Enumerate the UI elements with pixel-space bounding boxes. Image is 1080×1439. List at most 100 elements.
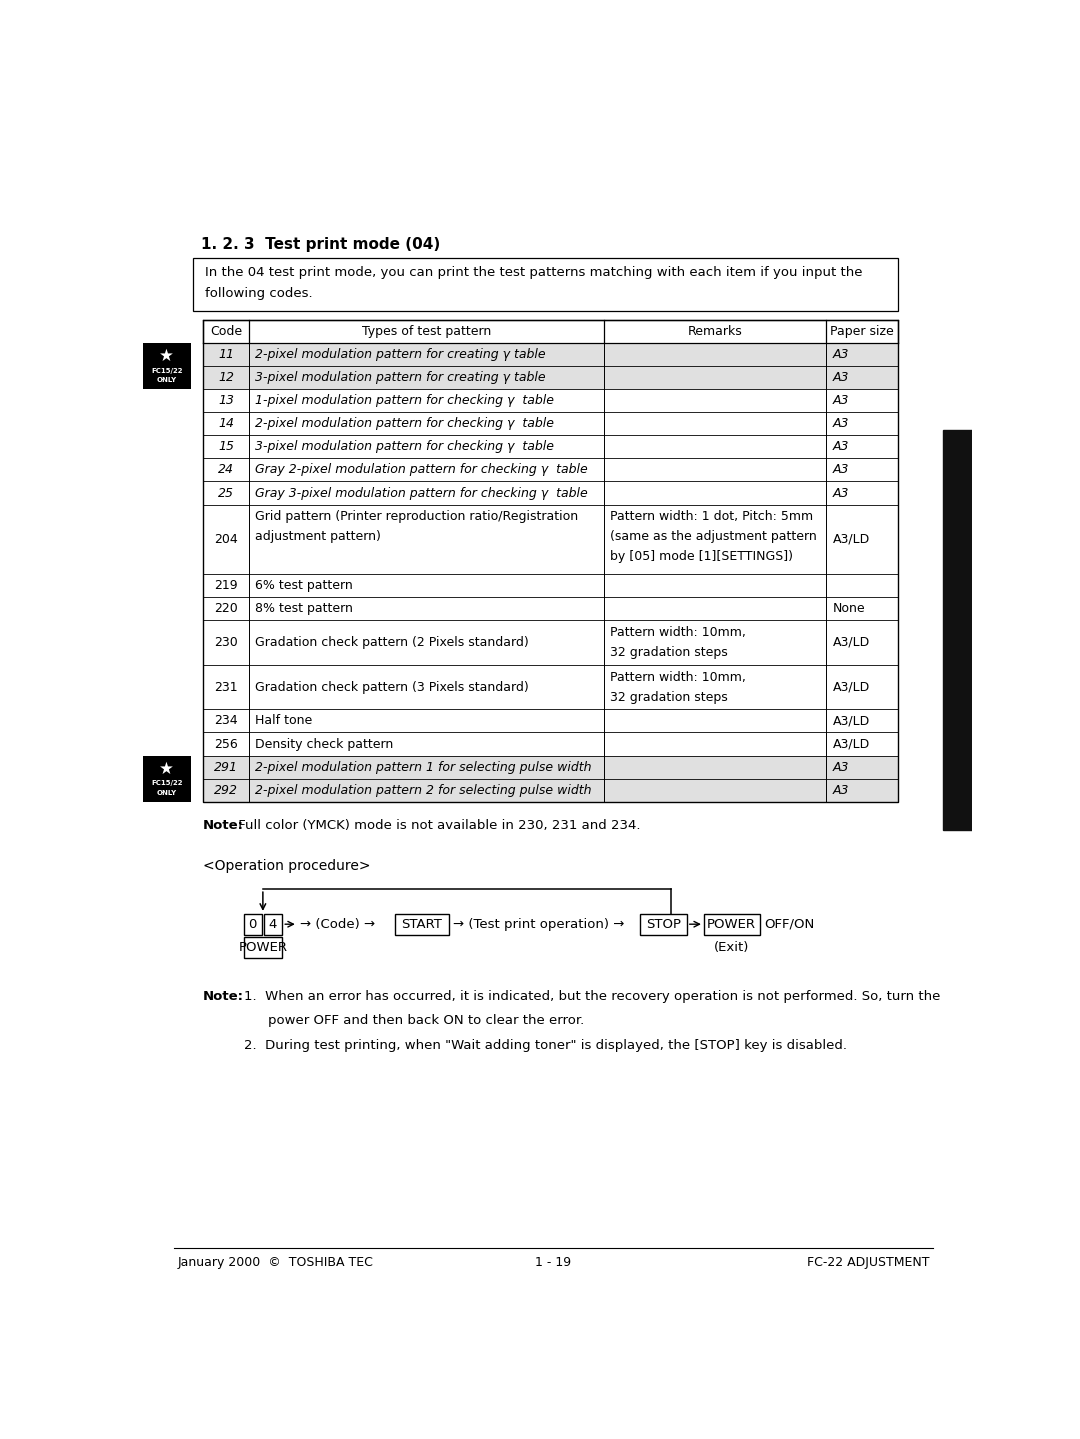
Text: → (Test print operation) →: → (Test print operation) → <box>453 918 624 931</box>
Text: Pattern width: 10mm,: Pattern width: 10mm, <box>610 671 746 684</box>
Text: Remarks: Remarks <box>688 325 742 338</box>
Text: POWER: POWER <box>239 941 287 954</box>
Text: Types of test pattern: Types of test pattern <box>362 325 491 338</box>
Text: Gray 3-pixel modulation pattern for checking γ  table: Gray 3-pixel modulation pattern for chec… <box>255 486 588 499</box>
Text: 3-pixel modulation pattern for creating γ table: 3-pixel modulation pattern for creating … <box>255 371 545 384</box>
Text: (same as the adjustment pattern: (same as the adjustment pattern <box>610 531 816 544</box>
Text: Gray 2-pixel modulation pattern for checking γ  table: Gray 2-pixel modulation pattern for chec… <box>255 463 588 476</box>
Text: POWER: POWER <box>707 918 756 931</box>
Bar <box>394 914 449 934</box>
Text: 4: 4 <box>269 918 278 931</box>
Bar <box>243 914 262 934</box>
Text: by [05] mode [1][SETTINGS]): by [05] mode [1][SETTINGS]) <box>610 550 793 564</box>
Text: 14: 14 <box>218 417 234 430</box>
Text: Density check pattern: Density check pattern <box>255 738 393 751</box>
Text: In the 04 test print mode, you can print the test patterns matching with each it: In the 04 test print mode, you can print… <box>205 266 862 279</box>
Bar <box>203 665 899 709</box>
Bar <box>203 389 899 412</box>
Text: ★: ★ <box>160 760 174 777</box>
Bar <box>143 342 191 389</box>
Text: A3: A3 <box>833 761 849 774</box>
Text: 234: 234 <box>214 714 238 728</box>
Bar <box>203 412 899 435</box>
Text: → (Code) →: → (Code) → <box>300 918 375 931</box>
Text: ★: ★ <box>160 347 174 364</box>
Text: A3: A3 <box>833 417 849 430</box>
Text: (Exit): (Exit) <box>714 941 750 954</box>
Text: Note:: Note: <box>203 990 244 1003</box>
Text: Note:: Note: <box>203 819 244 832</box>
Bar <box>203 505 899 574</box>
Text: 0: 0 <box>248 918 257 931</box>
Text: 32 gradation steps: 32 gradation steps <box>610 691 728 704</box>
Bar <box>640 914 687 934</box>
Text: A3/LD: A3/LD <box>833 636 869 649</box>
Bar <box>203 597 899 620</box>
Bar <box>704 914 759 934</box>
Text: 219: 219 <box>214 578 238 591</box>
Bar <box>203 482 899 505</box>
Text: Pattern width: 10mm,: Pattern width: 10mm, <box>610 626 746 639</box>
Text: A3/LD: A3/LD <box>833 532 869 545</box>
Bar <box>143 755 191 802</box>
Text: Gradation check pattern (3 Pixels standard): Gradation check pattern (3 Pixels standa… <box>255 681 529 694</box>
Text: A3/LD: A3/LD <box>833 714 869 728</box>
Text: Grid pattern (Printer reproduction ratio/Registration: Grid pattern (Printer reproduction ratio… <box>255 511 578 524</box>
Text: Paper size: Paper size <box>831 325 894 338</box>
Bar <box>193 258 899 311</box>
Text: <Operation procedure>: <Operation procedure> <box>203 859 370 872</box>
Text: A3: A3 <box>833 348 849 361</box>
Text: 12: 12 <box>218 371 234 384</box>
Text: A3: A3 <box>833 463 849 476</box>
Bar <box>203 778 899 802</box>
Text: OFF/ON: OFF/ON <box>765 918 814 931</box>
Text: 6% test pattern: 6% test pattern <box>255 578 353 591</box>
Bar <box>203 755 899 778</box>
Text: 2-pixel modulation pattern for checking γ  table: 2-pixel modulation pattern for checking … <box>255 417 554 430</box>
Text: FC15/22: FC15/22 <box>151 780 183 786</box>
Text: January 2000  ©  TOSHIBA TEC: January 2000 © TOSHIBA TEC <box>177 1256 374 1269</box>
Text: FC15/22: FC15/22 <box>151 367 183 374</box>
Text: ONLY: ONLY <box>157 377 177 383</box>
Bar <box>203 366 899 389</box>
Text: None: None <box>833 602 865 614</box>
Text: 292: 292 <box>214 784 238 797</box>
Text: Gradation check pattern (2 Pixels standard): Gradation check pattern (2 Pixels standa… <box>255 636 529 649</box>
Text: A3: A3 <box>833 486 849 499</box>
Bar <box>203 709 899 732</box>
Text: 1 - 19: 1 - 19 <box>536 1256 571 1269</box>
Text: A3: A3 <box>833 371 849 384</box>
Bar <box>243 937 282 958</box>
Text: 32 gradation steps: 32 gradation steps <box>610 646 728 659</box>
Text: Code: Code <box>210 325 242 338</box>
Text: 230: 230 <box>214 636 238 649</box>
Text: A3/LD: A3/LD <box>833 681 869 694</box>
Text: 2-pixel modulation pattern for creating γ table: 2-pixel modulation pattern for creating … <box>255 348 545 361</box>
Text: A3: A3 <box>833 440 849 453</box>
Text: FC-22 ADJUSTMENT: FC-22 ADJUSTMENT <box>807 1256 930 1269</box>
Text: ONLY: ONLY <box>157 790 177 796</box>
Bar <box>203 574 899 597</box>
Text: Full color (YMCK) mode is not available in 230, 231 and 234.: Full color (YMCK) mode is not available … <box>234 819 640 832</box>
Text: adjustment pattern): adjustment pattern) <box>255 531 381 544</box>
Text: 1. 2. 3  Test print mode (04): 1. 2. 3 Test print mode (04) <box>201 237 441 252</box>
Text: 11: 11 <box>218 348 234 361</box>
Bar <box>943 430 972 830</box>
Text: 1.  When an error has occurred, it is indicated, but the recovery operation is n: 1. When an error has occurred, it is ind… <box>243 990 940 1003</box>
Text: 220: 220 <box>214 602 238 614</box>
Text: 8% test pattern: 8% test pattern <box>255 602 353 614</box>
Text: 256: 256 <box>214 738 238 751</box>
Text: 291: 291 <box>214 761 238 774</box>
Text: following codes.: following codes. <box>205 288 312 301</box>
Bar <box>203 319 899 342</box>
Text: 1-pixel modulation pattern for checking γ  table: 1-pixel modulation pattern for checking … <box>255 394 554 407</box>
Bar <box>203 435 899 459</box>
Text: 2-pixel modulation pattern 1 for selecting pulse width: 2-pixel modulation pattern 1 for selecti… <box>255 761 592 774</box>
Text: A3: A3 <box>833 394 849 407</box>
Text: START: START <box>402 918 442 931</box>
Text: power OFF and then back ON to clear the error.: power OFF and then back ON to clear the … <box>268 1014 584 1027</box>
Text: 2.  During test printing, when "Wait adding toner" is displayed, the [STOP] key : 2. During test printing, when "Wait addi… <box>243 1039 847 1052</box>
Bar <box>203 620 899 665</box>
Text: 2-pixel modulation pattern 2 for selecting pulse width: 2-pixel modulation pattern 2 for selecti… <box>255 784 592 797</box>
Bar <box>264 914 282 934</box>
